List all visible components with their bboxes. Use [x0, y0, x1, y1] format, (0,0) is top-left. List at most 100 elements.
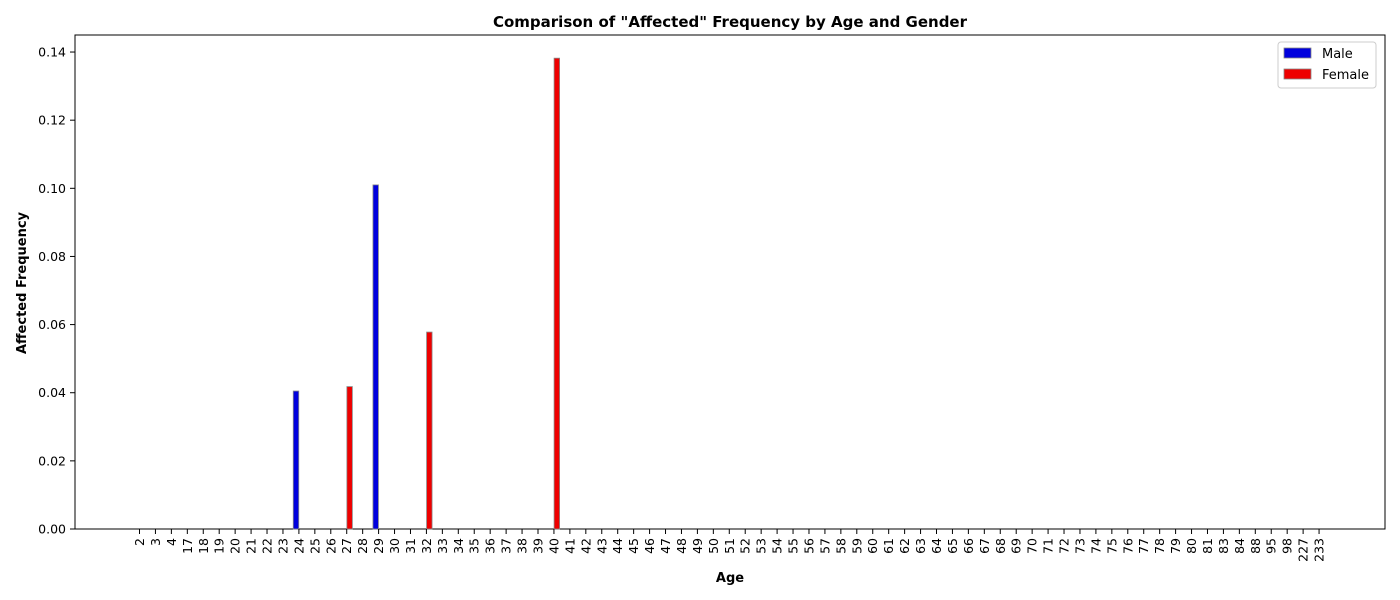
x-tick-label: 52	[738, 538, 753, 554]
x-tick-label: 63	[913, 538, 928, 554]
x-tick-label: 73	[1072, 538, 1087, 554]
x-tick-label: 38	[515, 538, 530, 554]
x-tick-label: 71	[1041, 538, 1056, 554]
x-tick-label: 68	[993, 538, 1008, 554]
x-tick-label: 34	[451, 538, 466, 554]
plot-frame	[74, 34, 1386, 530]
x-axis-label: Age	[716, 571, 744, 586]
x-tick-label: 64	[929, 538, 944, 554]
y-tick-label: 0.04	[38, 385, 66, 400]
x-tick-label: 37	[499, 538, 514, 554]
x-tick-label: 79	[1168, 538, 1183, 554]
x-tick-label: 61	[881, 538, 896, 554]
x-tick-label: 59	[849, 538, 864, 554]
legend: Male Female	[1277, 41, 1377, 89]
x-tick-label: 24	[291, 538, 306, 554]
bar-female-40	[553, 57, 560, 530]
x-tick-label: 3	[148, 538, 163, 546]
x-tick-label: 80	[1184, 538, 1199, 554]
x-tick-label: 81	[1200, 538, 1215, 554]
x-tick-label: 31	[403, 538, 418, 554]
x-tick-label: 44	[610, 538, 625, 554]
x-tick-label: 30	[387, 538, 402, 554]
x-tick-label: 55	[786, 538, 801, 554]
x-tick-label: 28	[355, 538, 370, 554]
y-tick-label: 0.10	[38, 181, 66, 196]
y-tick-label: 0.06	[38, 317, 66, 332]
legend-label-male: Male	[1322, 47, 1353, 62]
x-tick-label: 41	[562, 538, 577, 554]
x-tick-label: 40	[546, 538, 561, 554]
x-tick-label: 35	[467, 538, 482, 554]
x-tick-label: 21	[244, 538, 259, 554]
legend-swatch-male	[1283, 47, 1312, 59]
x-tick-label: 70	[1025, 538, 1040, 554]
x-tick-label: 18	[196, 538, 211, 554]
chart-title: Comparison of "Affected" Frequency by Ag…	[493, 13, 968, 31]
x-tick-label: 45	[626, 538, 641, 554]
x-tick-label: 75	[1104, 538, 1119, 554]
x-tick-label: 98	[1280, 538, 1295, 554]
x-tick-label: 25	[307, 538, 322, 554]
y-tick-label: 0.00	[38, 522, 66, 537]
x-tick-label: 84	[1232, 538, 1247, 554]
y-axis: 0.00 0.02 0.04 0.06 0.08 0.10 0.12 0.14	[38, 45, 75, 537]
x-tick-label: 49	[690, 538, 705, 554]
x-tick-label: 53	[754, 538, 769, 554]
x-tick-label: 46	[642, 538, 657, 554]
x-tick-label: 23	[275, 538, 290, 554]
x-tick-label: 62	[897, 538, 912, 554]
bar-male-29	[372, 184, 379, 530]
x-tick-label: 27	[339, 538, 354, 554]
x-tick-label: 58	[833, 538, 848, 554]
x-tick-label: 88	[1248, 538, 1263, 554]
x-tick-label: 227	[1296, 538, 1311, 562]
bar-male-24	[292, 390, 300, 530]
legend-swatch-female	[1283, 68, 1312, 80]
x-tick-label: 69	[1009, 538, 1024, 554]
x-tick-label: 36	[483, 538, 498, 554]
x-tick-label: 47	[658, 538, 673, 554]
x-tick-label: 66	[961, 538, 976, 554]
y-tick-label: 0.02	[38, 453, 66, 468]
x-tick-label: 76	[1120, 538, 1135, 554]
x-tick-label: 78	[1152, 538, 1167, 554]
x-tick-label: 67	[977, 538, 992, 554]
x-tick-label: 17	[180, 538, 195, 554]
x-tick-label: 20	[228, 538, 243, 554]
x-tick-label: 42	[578, 538, 593, 554]
x-tick-label: 32	[419, 538, 434, 554]
x-tick-label: 50	[706, 538, 721, 554]
x-tick-label: 26	[323, 538, 338, 554]
x-tick-label: 72	[1057, 538, 1072, 554]
y-axis-label: Affected Frequency	[15, 211, 30, 354]
y-tick-label: 0.08	[38, 249, 66, 264]
legend-label-female: Female	[1322, 68, 1369, 83]
x-tick-label: 48	[674, 538, 689, 554]
x-tick-label: 29	[371, 538, 386, 554]
x-tick-label: 19	[212, 538, 227, 554]
x-tick-label: 56	[801, 538, 816, 554]
bar-female-32	[426, 331, 433, 530]
x-tick-label: 4	[164, 538, 179, 546]
x-tick-label: 43	[594, 538, 609, 554]
x-tick-label: 57	[817, 538, 832, 554]
x-tick-label: 74	[1088, 538, 1103, 554]
x-tick-label: 51	[722, 538, 737, 554]
bars-layer	[292, 57, 560, 530]
x-tick-label: 77	[1136, 538, 1151, 554]
x-tick-label: 95	[1264, 538, 1279, 554]
x-tick-label: 54	[770, 538, 785, 554]
x-tick-label: 233	[1312, 538, 1327, 562]
x-tick-label: 39	[531, 538, 546, 554]
x-axis: 2 3 4 17 18 19 20 21 22 23 24 25 26 27 28 29 30 31 32 33 34 3…	[132, 529, 1327, 562]
y-tick-label: 0.12	[38, 113, 66, 128]
bar-female-27	[346, 386, 353, 530]
x-tick-label: 65	[945, 538, 960, 554]
x-tick-label: 2	[132, 538, 147, 546]
x-tick-label: 22	[260, 538, 275, 554]
x-tick-label: 60	[865, 538, 880, 554]
x-tick-label: 33	[435, 538, 450, 554]
x-tick-label: 83	[1216, 538, 1231, 554]
